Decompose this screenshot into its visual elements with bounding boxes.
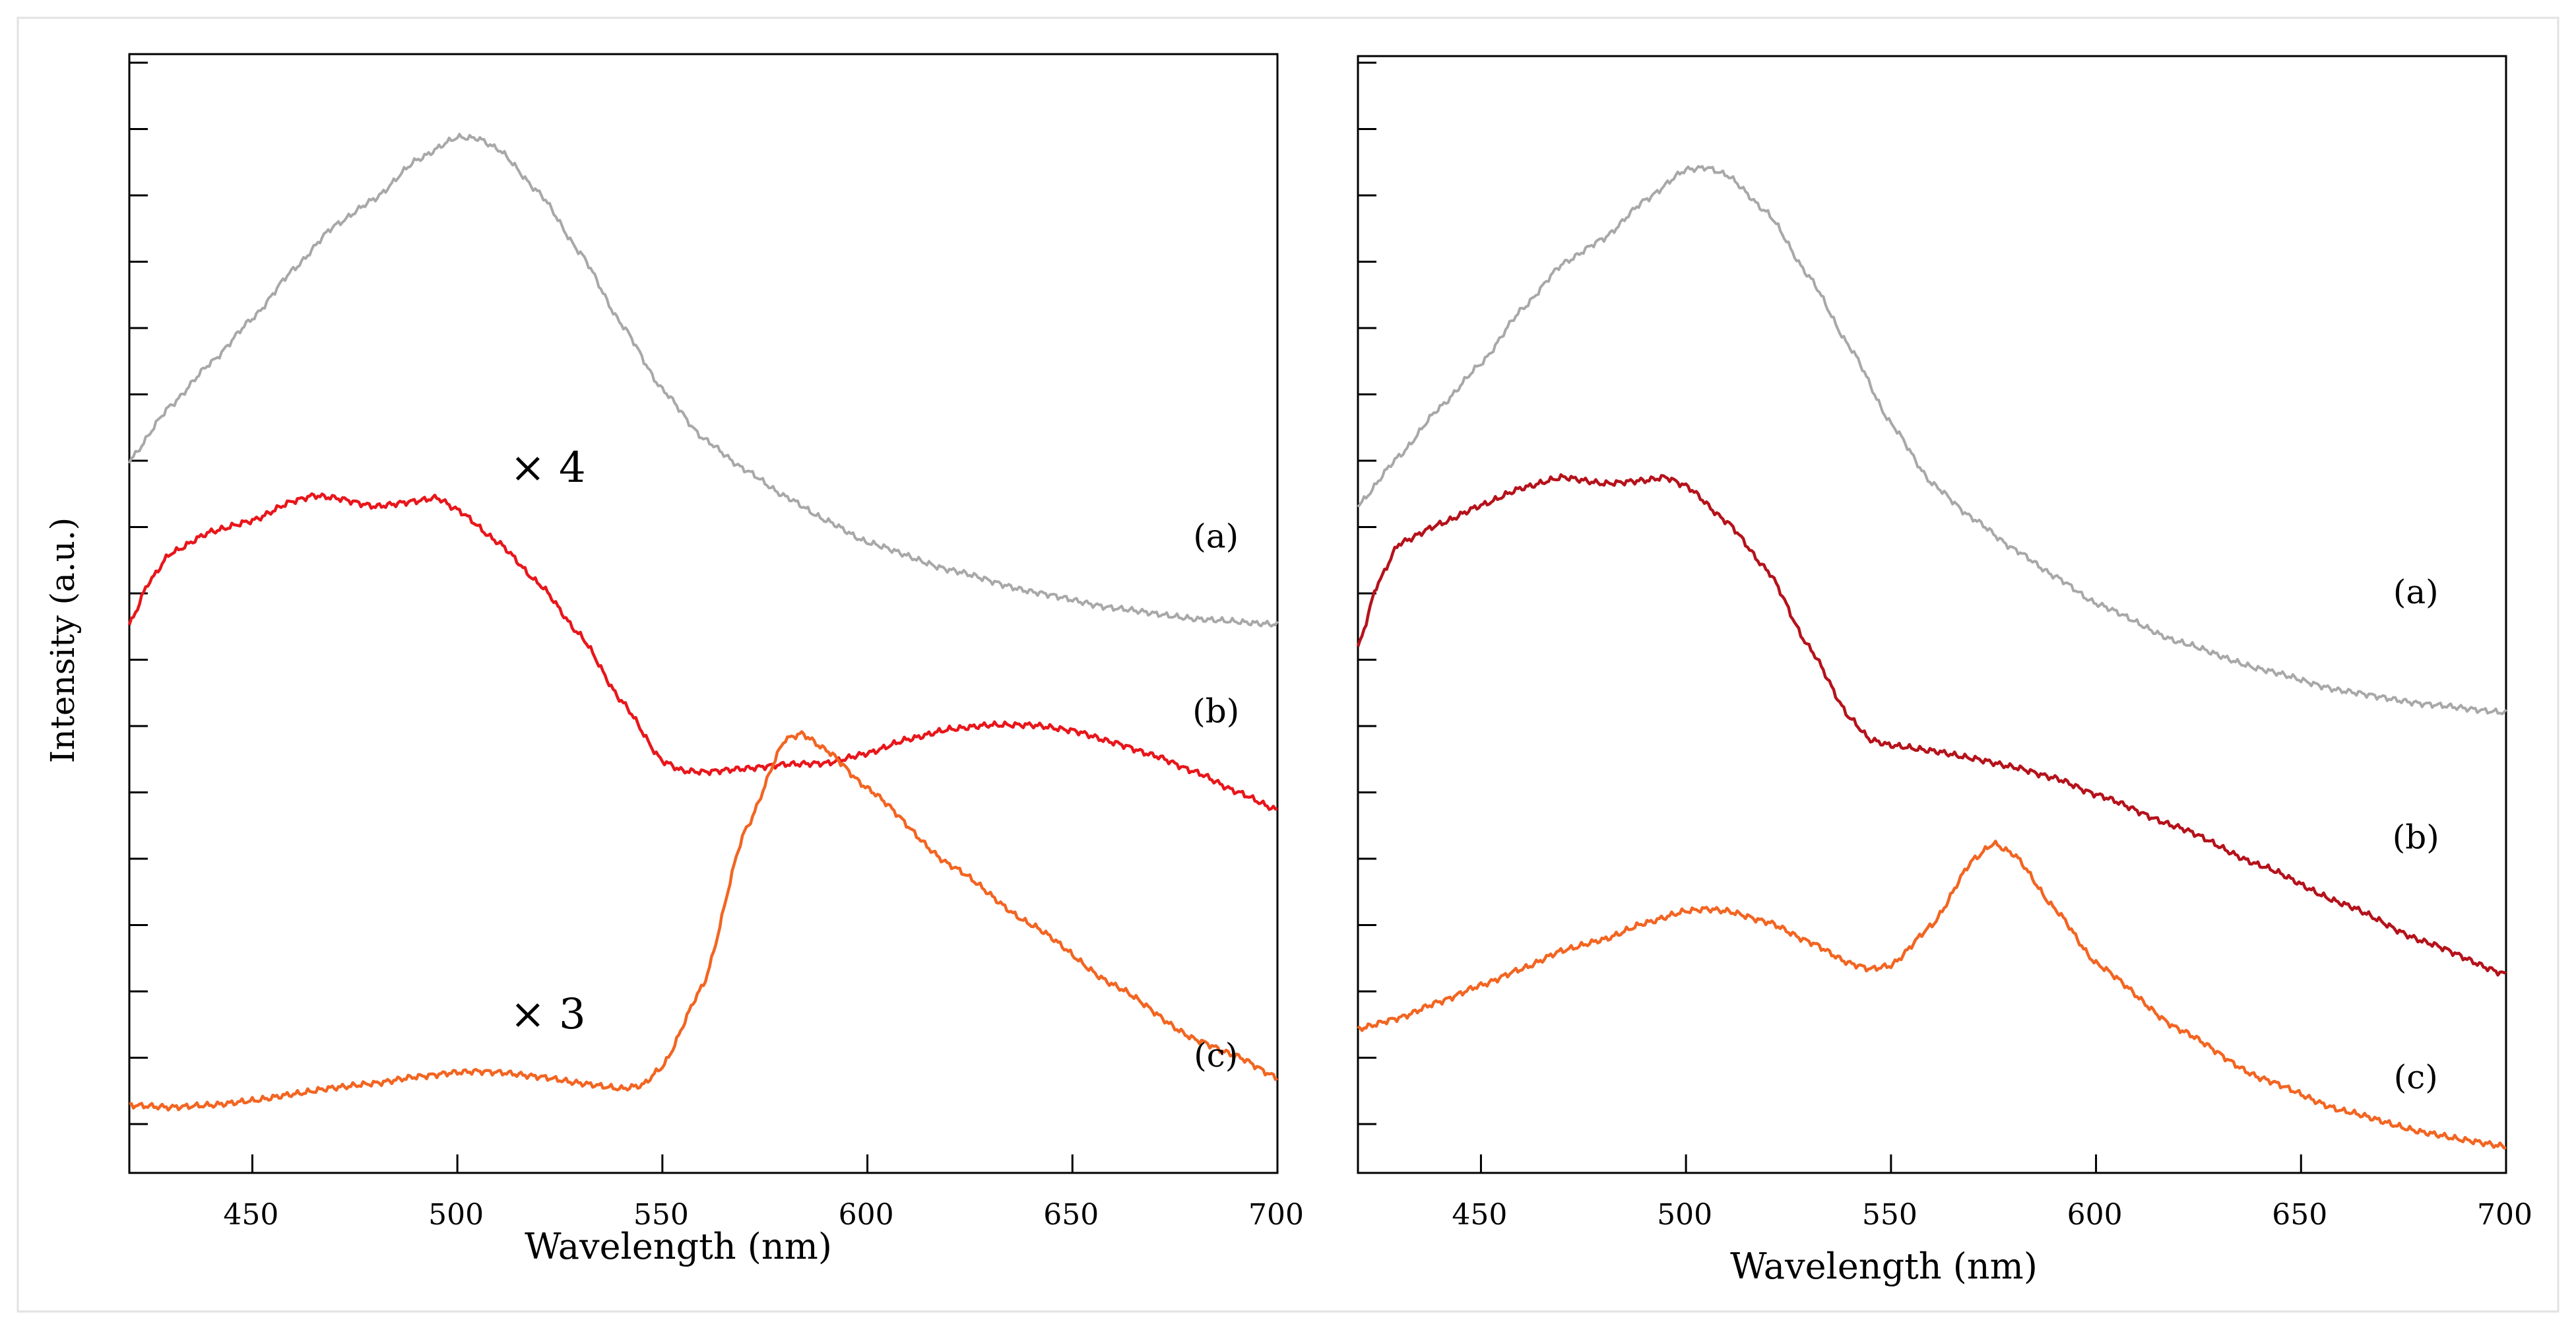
right-labels: (a) (b) (c) (2393, 573, 2439, 1096)
right-x-tick-label-600: 600 (2067, 1198, 2123, 1232)
right-x-axis-title: Wavelength (nm) (1730, 1246, 2038, 1287)
right-x-tick-label-500: 500 (1657, 1198, 1712, 1232)
right-series-c-label: (c) (2394, 1058, 2438, 1096)
right-panel: 450 500 550 600 650 700 (a) (b) (c) Wavelength … (1356, 55, 2532, 1287)
right-series-a-label: (a) (2393, 573, 2439, 611)
right-series-c-line (1357, 840, 2507, 1150)
right-x-tick-label-550: 550 (1862, 1198, 1917, 1232)
right-plot-frame (1357, 55, 2507, 1174)
right-series-b-line (1356, 473, 2507, 977)
right-x-tick-label-700: 700 (2477, 1198, 2532, 1232)
left-annotation-x4: × 4 (510, 444, 586, 492)
right-series-b-label: (b) (2393, 818, 2439, 857)
left-labels: (a) (b) (c) (1192, 517, 1239, 1075)
left-series-b-label: (b) (1192, 692, 1239, 730)
left-series-a-line (128, 133, 1279, 628)
left-curves (127, 133, 1279, 1112)
left-x-tick-label-500: 500 (428, 1198, 484, 1232)
left-x-tick-label-600: 600 (839, 1198, 894, 1232)
left-x-tick-label-550: 550 (633, 1198, 689, 1232)
figure-border (16, 17, 2560, 1313)
left-x-tick-label-650: 650 (1043, 1198, 1099, 1232)
right-tick-marks: 450 500 550 600 650 700 (1358, 61, 2532, 1232)
left-x-tick-label-450: 450 (223, 1198, 278, 1232)
left-tick-marks: 450 500 550 600 650 700 (129, 61, 1304, 1232)
left-x-axis-title: Wavelength (nm) (525, 1226, 832, 1267)
right-series-a-line (1357, 165, 2507, 715)
left-series-c-label: (c) (1194, 1036, 1238, 1075)
right-x-tick-label-450: 450 (1452, 1198, 1507, 1232)
left-x-tick-label-700: 700 (1248, 1198, 1304, 1232)
left-plot-frame (128, 53, 1279, 1174)
left-panel: 450 500 550 600 650 700 (a) (b) (c) Wavelength … (44, 53, 1304, 1267)
right-x-tick-label-650: 650 (2272, 1198, 2327, 1232)
right-curves (1356, 165, 2507, 1150)
left-series-c-line (129, 730, 1278, 1112)
left-series-b-line (127, 492, 1278, 811)
left-y-axis-title: Intensity (a.u.) (44, 517, 82, 764)
left-series-a-label: (a) (1193, 517, 1239, 556)
left-annotation-x3: × 3 (510, 990, 586, 1039)
